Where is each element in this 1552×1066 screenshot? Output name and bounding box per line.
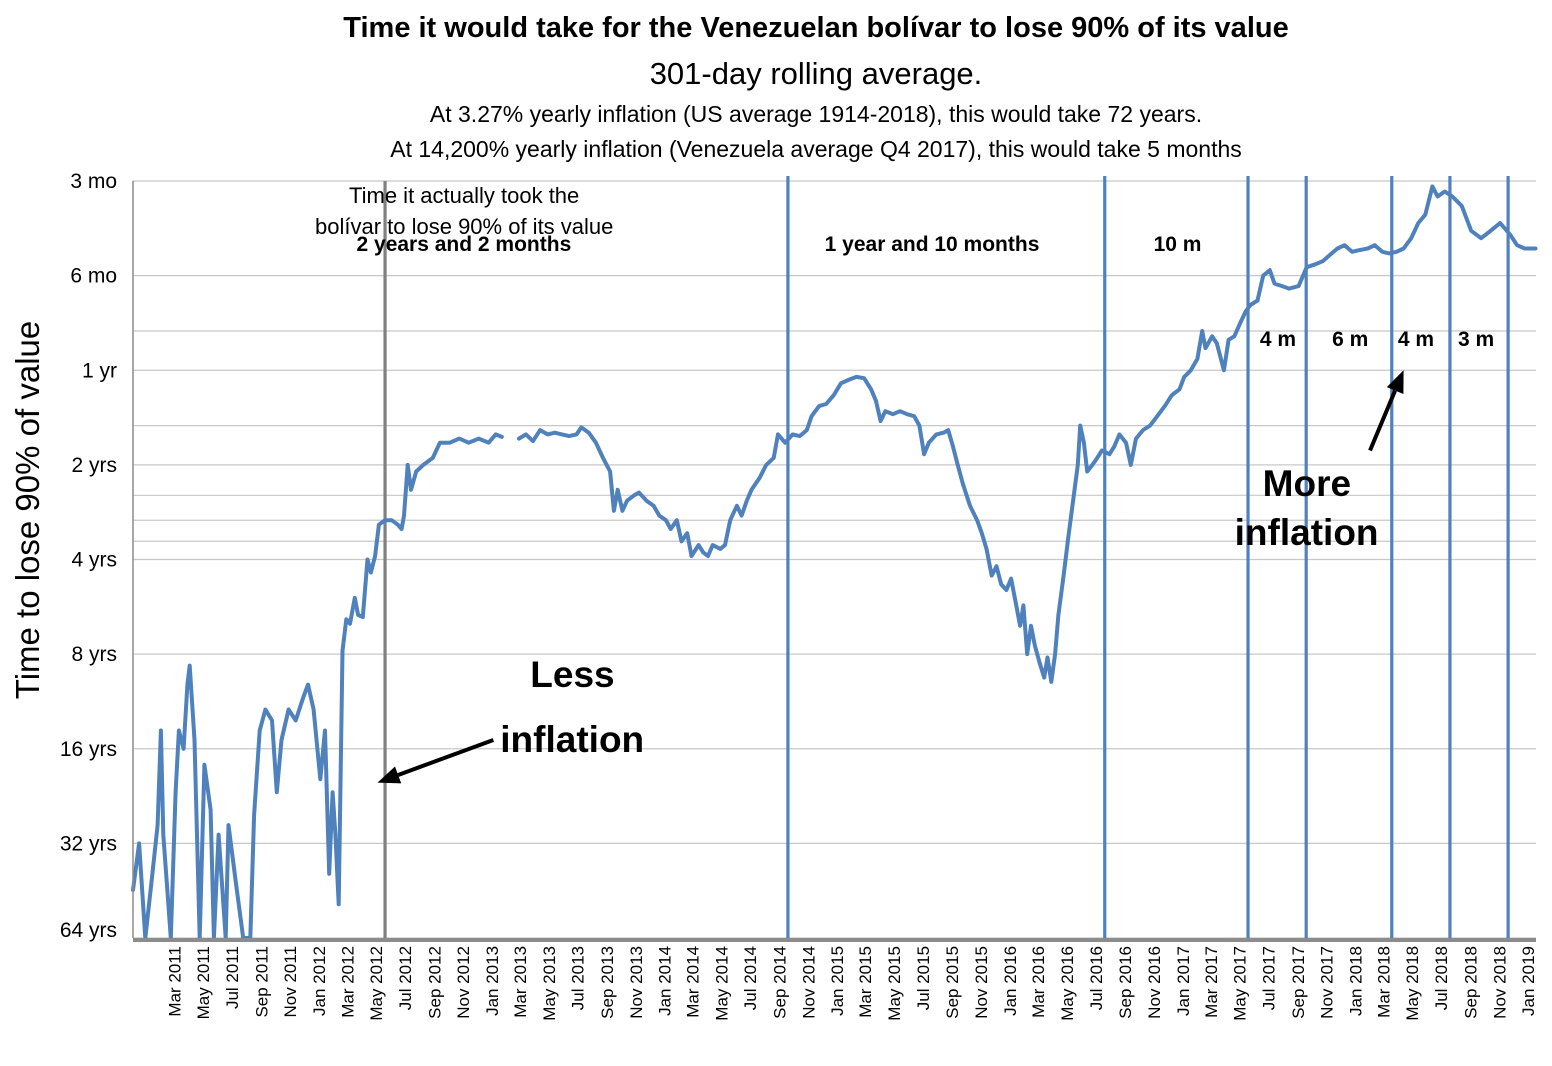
x-tick-label: Jan 2015 [828,946,847,1016]
x-tick-label: Nov 2013 [627,946,646,1019]
y-tick-label: 6 mo [70,265,117,288]
x-tick-label: May 2018 [1403,946,1422,1021]
x-tick-label: Jul 2016 [1087,946,1106,1010]
x-tick-label: Nov 2018 [1490,946,1509,1019]
annotation: More [1262,462,1352,504]
y-tick-label: 2 yrs [71,454,117,477]
annotation: inflation [1234,512,1379,554]
y-tick-label: 64 yrs [60,919,117,942]
x-tick-label: Jan 2017 [1174,946,1193,1016]
y-tick-label: 4 yrs [71,549,117,572]
x-tick-label: May 2011 [194,946,213,1019]
x-tick-label: Mar 2017 [1202,946,1221,1018]
x-tick-label: Jul 2012 [396,946,415,1010]
x-tick-label: Nov 2014 [799,946,818,1019]
x-tick-label: Jan 2012 [310,946,329,1016]
y-tick-label: 8 yrs [71,643,117,666]
y-tick-label: 32 yrs [60,832,117,855]
x-tick-label: Sep 2014 [771,946,790,1019]
x-tick-label: Jan 2019 [1519,946,1538,1016]
x-tick-label: Sep 2016 [1116,946,1135,1019]
chart-note-1: At 3.27% yearly inflation (US average 19… [429,101,1203,127]
arrow-head [1386,370,1404,395]
x-tick-label: Jul 2017 [1260,946,1279,1010]
x-tick-label: Nov 2011 [281,946,300,1018]
vertical-markers [383,176,1510,938]
x-tick-label: Jul 2013 [569,946,588,1010]
x-tick-label: Sep 2015 [943,946,962,1019]
series-line [131,432,504,940]
x-tick-label: May 2016 [1058,946,1077,1021]
x-tick-label: Sep 2012 [425,946,444,1019]
x-tick-label: Jan 2016 [1001,946,1020,1016]
x-tick-label: Mar 2012 [338,946,357,1018]
x-tick-label: Nov 2012 [454,946,473,1019]
x-tick-label: Jul 2015 [914,946,933,1010]
annotation: 2 years and 2 months [356,233,572,257]
chart-subtitle: 301-day rolling average. [649,56,983,91]
arrows [377,370,1404,784]
annotation: bolívar to lose 90% of its value [315,213,614,239]
x-tick-label: Jul 2018 [1432,946,1451,1010]
x-tick-label: Nov 2015 [972,946,991,1019]
x-tick-label: Mar 2014 [684,946,703,1018]
x-tick-label: May 2013 [540,946,559,1021]
x-tick-label: May 2015 [885,946,904,1021]
x-tick-label: Jan 2014 [656,946,675,1016]
annotation: 6 m [1332,327,1369,351]
chart-note-2: At 14,200% yearly inflation (Venezuela a… [390,136,1242,162]
x-tick-label: Nov 2017 [1318,946,1337,1019]
annotation: 4 m [1397,327,1435,351]
x-tick-label: Jul 2014 [741,946,760,1010]
chart-title: Time it would take for the Venezuelan bo… [343,12,1289,44]
x-tick-label: Mar 2016 [1029,946,1048,1018]
x-tick-label: Jul 2011 [223,946,242,1009]
series-layer [131,184,1538,940]
y-axis-label: Time to lose 90% of value [9,320,46,700]
x-tick-label: May 2012 [367,946,386,1021]
x-tick-labels: Mar 2011 May 2011 Jul 2011 Sep 2011 Nov 2011… [165,946,1538,1021]
annotation: 3 m [1457,327,1495,351]
x-tick-label: Nov 2016 [1145,946,1164,1019]
annotation: 4 m [1259,327,1296,351]
x-tick-label: Mar 2015 [856,946,875,1018]
x-tick-label: Sep 2013 [598,946,617,1019]
gridlines [133,180,1536,939]
arrow-shaft [1368,389,1397,452]
x-tick-label: May 2017 [1231,946,1250,1021]
x-tick-label: Sep 2011 [252,946,271,1018]
axes [132,181,1536,942]
x-tick-label: Mar 2011 [165,946,184,1017]
annotation: inflation [500,718,645,760]
arrow-head [377,766,402,784]
arrow-shaft [397,738,495,777]
annotation: 1 year and 10 months [824,233,1040,257]
series-line [516,184,1538,684]
annotation: 10 m [1153,233,1202,257]
x-tick-label: May 2014 [712,946,731,1021]
annotation: Less [530,653,615,695]
x-tick-label: Jan 2013 [483,946,502,1016]
y-tick-label: 16 yrs [60,738,117,761]
x-tick-label: Mar 2013 [511,946,530,1018]
annotation: Time it actually took the [349,183,580,209]
x-tick-label: Jan 2018 [1347,946,1366,1016]
y-tick-label: 1 yr [82,359,117,382]
x-tick-label: Sep 2017 [1289,946,1308,1019]
y-tick-label: 3 mo [70,170,117,193]
x-tick-label: Sep 2018 [1461,946,1480,1019]
y-tick-labels: 3 mo 6 mo 1 yr 2 yrs 4 yrs 8 yrs 16 yrs 32 yrs 6… [60,170,117,942]
x-tick-label: Mar 2018 [1374,946,1393,1018]
